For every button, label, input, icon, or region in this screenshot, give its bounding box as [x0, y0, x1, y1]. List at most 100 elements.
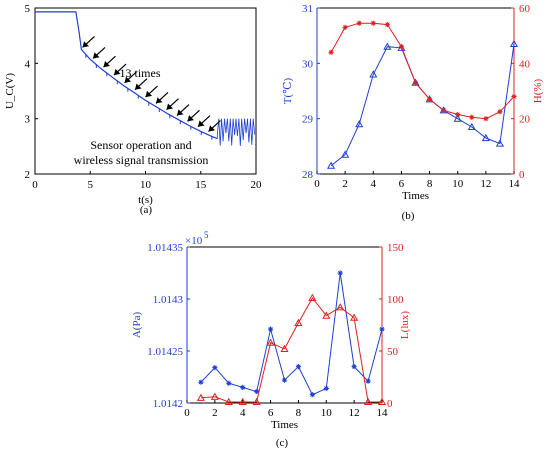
left-axis-label-chart-c: A(Pa): [131, 312, 143, 339]
y-tick-label-a: 4: [25, 58, 31, 70]
data-point-chart-b-1: [356, 20, 362, 26]
arrow-head: [82, 41, 90, 48]
series-line-chart-c-0: [200, 272, 383, 396]
right-axis-label-chart-b: H(%): [532, 78, 544, 103]
right-tick-label-chart-b: 20: [519, 114, 531, 126]
right-tick-label-chart-b: 40: [519, 58, 531, 70]
caption-chart-b: (b): [402, 210, 415, 222]
data-point-chart-b-0: [327, 161, 336, 169]
chart-c: 0 2 4 6 8 10 12 14 1.0142 1.01425 1.0143 1.01435 0 50…: [131, 230, 411, 449]
data-point-chart-b-0: [453, 114, 462, 122]
data-point-chart-c-1: [294, 318, 303, 326]
data-point-chart-c-1: [350, 313, 359, 321]
x-tick-label-chart-b: 10: [452, 178, 464, 190]
arrow-head: [93, 52, 100, 59]
data-point-chart-b-1: [426, 96, 433, 102]
data-point-chart-c-0: [295, 364, 302, 370]
data-point-chart-c-0: [365, 378, 371, 384]
data-point-chart-b-0: [467, 122, 476, 131]
data-point-chart-c-0: [379, 326, 385, 332]
data-point-chart-c-0: [254, 388, 260, 395]
data-point-chart-c-1: [252, 397, 261, 406]
data-point-chart-c-1: [322, 311, 331, 319]
data-point-chart-c-0: [351, 364, 357, 370]
data-point-chart-c-1: [210, 392, 219, 400]
arrow-head: [166, 103, 173, 110]
y-tick-label-a: 5: [25, 3, 31, 15]
data-point-chart-b-1: [483, 116, 489, 122]
caption-a: (a): [140, 204, 153, 216]
x-tick-label-chart-c: 10: [321, 407, 333, 419]
arrow-head: [176, 109, 184, 116]
multiplier-exponent: 5: [204, 230, 209, 240]
data-point-chart-b-1: [455, 111, 461, 118]
data-point-chart-c-0: [267, 326, 274, 332]
data-point-chart-c-0: [337, 270, 343, 276]
data-point-chart-b-1: [342, 24, 348, 30]
left-tick-label-chart-b: 31: [302, 3, 313, 15]
arrow-head: [124, 76, 132, 83]
x-tick-label-chart-c: 4: [240, 407, 246, 419]
left-tick-label-chart-b: 28: [302, 169, 314, 181]
x-tick-label-chart-b: 2: [342, 178, 348, 190]
x-tick-label-chart-b: 4: [371, 178, 377, 190]
arrow-head: [145, 90, 152, 98]
x-tick-label-a: 20: [251, 179, 263, 191]
arrow-head: [103, 61, 111, 68]
x-tick-label-a: 15: [195, 179, 207, 191]
x-tick-label-a: 5: [88, 179, 94, 191]
data-point-chart-b-0: [481, 133, 490, 142]
data-point-chart-b-1: [384, 22, 390, 28]
data-point-chart-c-0: [240, 384, 246, 390]
x-tick-label-a: 10: [140, 179, 152, 191]
series-line-chart-b-0: [330, 43, 515, 167]
right-tick-label-chart-c: 50: [387, 346, 399, 358]
arrow-head: [208, 125, 215, 132]
y-tick-label-a: 3: [25, 114, 31, 126]
x-tick-label-chart-c: 0: [184, 407, 190, 419]
data-point-chart-c-0: [226, 380, 232, 386]
data-point-chart-b-0: [341, 150, 350, 158]
data-point-chart-c-0: [309, 392, 315, 398]
series-line-chart-b-1: [330, 22, 515, 120]
data-point-chart-b-1: [370, 20, 376, 26]
right-tick-label-chart-b: 60: [519, 3, 531, 15]
multiplier-label: ×10: [185, 235, 203, 247]
x-tick-label-chart-b: 8: [427, 178, 433, 190]
annotation-sensor-line1: Sensor operation and: [90, 138, 191, 152]
arrow-head: [135, 83, 142, 90]
data-point-chart-b-1: [469, 114, 475, 120]
y-axis-label-a: U_C(V): [4, 73, 16, 109]
x-tick-label-chart-b: 12: [480, 178, 491, 190]
data-point-chart-c-0: [198, 379, 204, 385]
x-axis-label-a: t(s): [138, 194, 153, 206]
right-tick-label-chart-c: 150: [387, 242, 404, 254]
data-point-chart-b-0: [383, 42, 392, 50]
x-axis-label-chart-b: Times: [402, 190, 429, 202]
voltage-line: [35, 11, 218, 140]
data-point-chart-c-1: [308, 293, 317, 302]
left-tick-label-chart-c: 1.01435: [147, 242, 183, 254]
data-point-chart-b-1: [398, 44, 405, 50]
x-tick-label-chart-c: 12: [349, 407, 360, 419]
annotation-sensor-line2: wireless signal transmission: [74, 153, 209, 167]
data-point-chart-c-0: [212, 365, 218, 371]
data-point-chart-c-1: [224, 397, 233, 406]
series-line-chart-c-1: [200, 297, 382, 403]
chart-a: 0 5 10 15 20 2 3 4 5 t(s) U_C(V) 13 times Sensor ope…: [4, 3, 262, 216]
data-point-chart-b-0: [369, 70, 378, 78]
y-tick-label-a: 2: [25, 169, 31, 181]
data-point-chart-b-1: [497, 109, 503, 115]
data-point-chart-b-0: [355, 119, 364, 128]
data-point-chart-c-0: [323, 385, 329, 392]
x-tick-label-chart-b: 6: [399, 178, 405, 190]
data-point-chart-c-1: [280, 344, 289, 352]
annotation-13-times: 13 times: [120, 66, 161, 80]
data-point-chart-c-1: [336, 303, 345, 311]
right-axis-label-chart-c: L(lux): [399, 311, 411, 339]
left-tick-label-chart-c: 1.01425: [147, 346, 183, 358]
data-point-chart-c-1: [364, 397, 373, 406]
data-point-chart-b-1: [511, 93, 517, 100]
data-point-chart-c-1: [377, 397, 387, 406]
